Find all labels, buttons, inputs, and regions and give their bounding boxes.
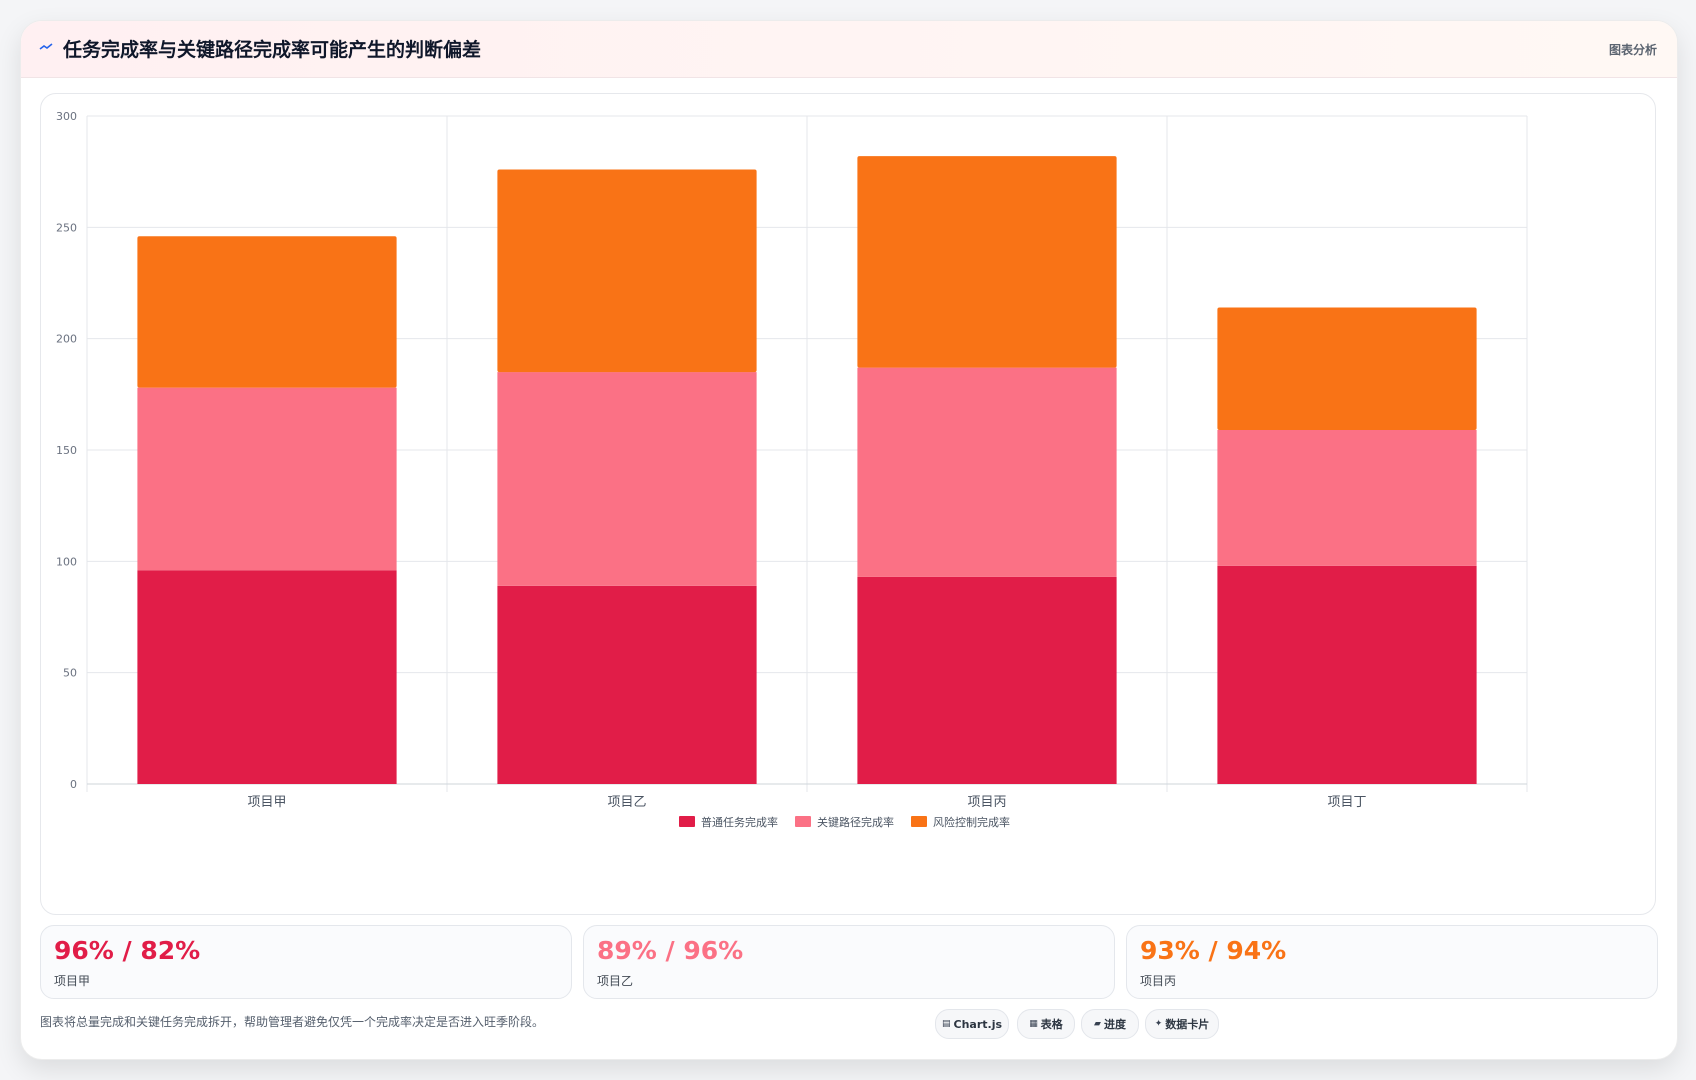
x-tick-label: 项目丙: [967, 795, 1006, 810]
stat-value: 96% / 82%: [54, 936, 201, 965]
bar-segment: [1217, 307, 1477, 430]
bar-segment: [857, 367, 1117, 577]
x-tick-label: 项目丁: [1327, 795, 1366, 810]
y-tick-label: 200: [56, 333, 77, 346]
y-tick-label: 0: [70, 778, 77, 791]
legend-label: 普通任务完成率: [701, 815, 778, 829]
legend-swatch: [911, 816, 927, 827]
chip-data-cards[interactable]: ✦ 数据卡片: [1145, 1009, 1219, 1039]
bar-segment: [857, 576, 1117, 784]
bar-segment: [137, 570, 397, 784]
chip-label: 表格: [1040, 1018, 1063, 1031]
legend-swatch: [679, 816, 695, 827]
chip-table[interactable]: ▦ 表格: [1017, 1009, 1075, 1039]
stat-label: 项目丙: [1140, 974, 1177, 988]
trend-icon: [39, 43, 53, 50]
stat-value: 89% / 96%: [597, 936, 744, 965]
legend-label: 风险控制完成率: [933, 815, 1010, 829]
x-tick-label: 项目乙: [607, 795, 646, 810]
chart-analysis-label[interactable]: 图表分析: [1608, 43, 1657, 57]
chart-container: 0 50 100 150 200 250 300 项目甲 项目乙 项目丙 项目丁普通任务完成率 关键路…: [40, 93, 1656, 915]
legend-swatch: [795, 816, 811, 827]
bar-segment: [1217, 429, 1477, 566]
page-title: 任务完成率与关键路径完成率可能产生的判断偏差: [63, 39, 482, 61]
chart-icon: ▤: [941, 1019, 951, 1029]
y-tick-label: 150: [56, 444, 77, 457]
bar-segment: [137, 387, 397, 571]
stat-value: 93% / 94%: [1140, 936, 1287, 965]
progress-icon: ▰: [1094, 1019, 1101, 1029]
bar-segment: [497, 372, 757, 586]
footnote: 图表将总量完成和关键任务完成拆开，帮助管理者避免仅凭一个完成率决定是否进入旺季阶…: [40, 1015, 545, 1029]
chip-label: 数据卡片: [1165, 1018, 1210, 1031]
stat-cards: 96% / 82% 项目甲 89% / 96% 项目乙 93% / 94% 项目…: [40, 925, 1658, 999]
y-tick-label: 50: [63, 667, 77, 680]
bar-segment: [497, 585, 757, 784]
y-tick-label: 300: [56, 110, 77, 123]
stat-label: 项目甲: [54, 974, 91, 988]
card-header: 任务完成率与关键路径完成率可能产生的判断偏差 图表分析: [21, 21, 1677, 78]
bar-segment: [857, 156, 1117, 368]
y-tick-label: 250: [56, 221, 77, 234]
chip-chartjs[interactable]: ▤ Chart.js: [935, 1009, 1009, 1039]
y-tick-label: 100: [56, 555, 77, 568]
stat-card-3: 93% / 94% 项目丙: [1126, 925, 1658, 999]
chip-label: Chart.js: [953, 1017, 1003, 1031]
stat-label: 项目乙: [597, 974, 634, 988]
chip-label: 进度: [1103, 1018, 1126, 1031]
sparkle-icon: ✦: [1154, 1019, 1163, 1029]
bar-segment: [137, 236, 397, 388]
x-tick-label: 项目甲: [247, 795, 286, 810]
chip-progress[interactable]: ▰ 进度: [1081, 1009, 1139, 1039]
bar-segment: [1217, 565, 1477, 784]
legend-label: 关键路径完成率: [817, 815, 894, 829]
table-icon: ▦: [1029, 1019, 1038, 1029]
stat-card-1: 96% / 82% 项目甲: [40, 925, 572, 999]
bar-segment: [497, 169, 757, 373]
chart-card: 任务完成率与关键路径完成率可能产生的判断偏差 图表分析 0 50 100 150 200…: [20, 20, 1678, 1060]
stat-card-2: 89% / 96% 项目乙: [583, 925, 1115, 999]
